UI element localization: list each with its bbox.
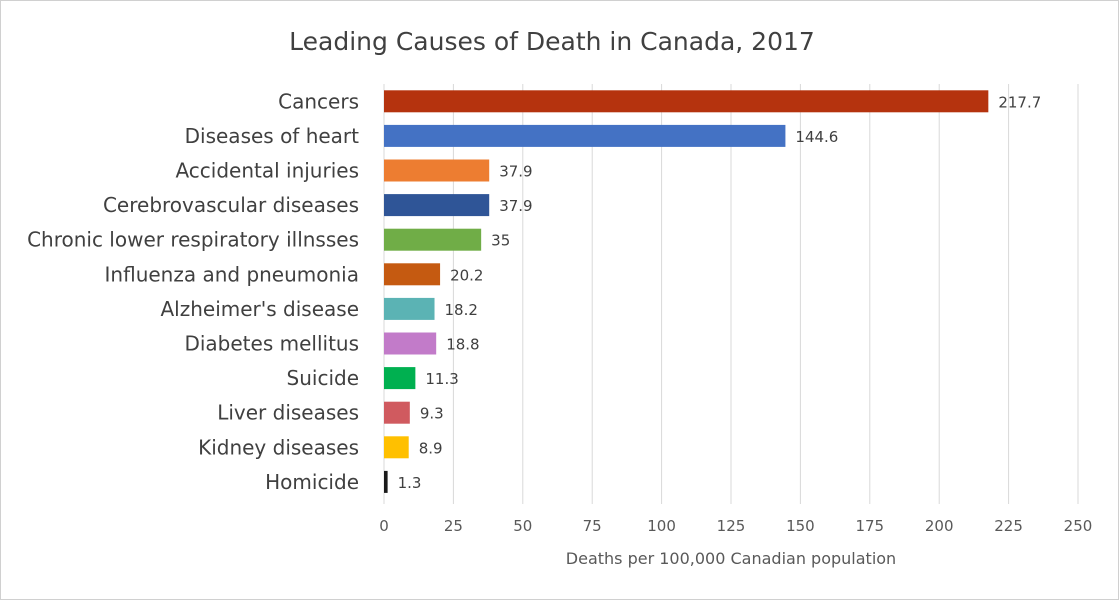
data-labels: 217.7 144.6 37.9 37.9 35 20.2 18.2 18.8 11.3 9.3 8…	[398, 93, 1042, 492]
x-tick-label: 100	[647, 517, 676, 535]
data-label: 20.2	[450, 266, 483, 284]
data-label: 18.8	[446, 336, 479, 354]
data-label: 11.3	[425, 370, 458, 388]
x-tick-label: 150	[786, 517, 815, 535]
data-label: 9.3	[420, 405, 444, 423]
x-tick-label: 250	[1064, 517, 1093, 535]
x-tick-label: 75	[583, 517, 602, 535]
category-label: Diabetes mellitus	[184, 332, 359, 356]
category-label: Alzheimer's disease	[160, 297, 359, 321]
bar	[384, 90, 989, 113]
bar	[384, 194, 490, 217]
x-tick-label: 50	[513, 517, 532, 535]
bar	[384, 124, 786, 147]
bar	[384, 367, 416, 390]
bar	[384, 332, 437, 355]
bar	[384, 297, 435, 320]
chart-title: Leading Causes of Death in Canada, 2017	[289, 27, 815, 56]
category-label: Chronic lower respiratory illnsses	[27, 228, 359, 252]
data-label: 37.9	[499, 197, 532, 215]
data-label: 144.6	[795, 128, 838, 146]
category-label: Suicide	[287, 366, 359, 390]
x-tick-label: 225	[994, 517, 1023, 535]
data-label: 18.2	[445, 301, 478, 319]
gridlines	[383, 84, 1079, 504]
data-label: 217.7	[998, 93, 1041, 111]
x-tick-label: 0	[379, 517, 389, 535]
category-labels: Cancers Diseases of heart Accidental injur…	[27, 89, 359, 494]
data-label: 37.9	[499, 163, 532, 181]
x-tick-label: 125	[717, 517, 746, 535]
x-axis-title: Deaths per 100,000 Canadian population	[566, 549, 896, 568]
bar	[384, 159, 490, 182]
category-label: Diseases of heart	[185, 124, 360, 148]
bar	[384, 436, 409, 459]
x-axis-ticks: 0 25 50 75 100 125 150 175 200 225 250	[379, 517, 1092, 535]
category-label: Liver diseases	[217, 401, 359, 425]
data-label: 35	[491, 232, 510, 250]
bar	[384, 263, 441, 286]
category-label: Influenza and pneumonia	[105, 262, 359, 286]
category-label: Cancers	[278, 89, 359, 113]
x-tick-label: 25	[444, 517, 463, 535]
category-label: Kidney diseases	[198, 435, 359, 459]
data-label: 1.3	[398, 474, 422, 492]
bar	[384, 228, 482, 251]
bar	[384, 401, 410, 424]
x-tick-label: 175	[855, 517, 884, 535]
x-tick-label: 200	[925, 517, 954, 535]
category-label: Cerebrovascular diseases	[103, 193, 359, 217]
category-label: Homicide	[265, 470, 359, 494]
bar	[384, 470, 388, 493]
data-label: 8.9	[419, 439, 443, 457]
bars	[384, 90, 989, 493]
category-label: Accidental injuries	[175, 159, 359, 183]
